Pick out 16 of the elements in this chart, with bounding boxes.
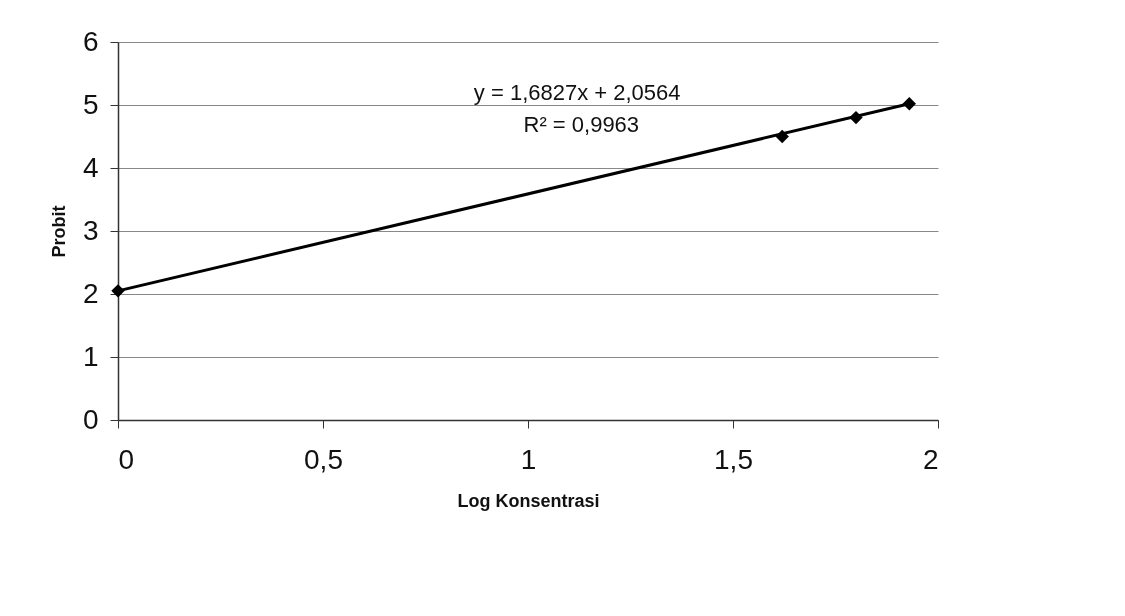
x-tick-label: 1,5: [714, 443, 753, 475]
y-tick-label: 6: [82, 25, 99, 57]
y-axis-title: Probit: [48, 205, 69, 258]
x-tick-label: 0: [118, 443, 135, 475]
y-tick-label: 3: [82, 214, 99, 246]
x-tick-label: 2: [922, 443, 939, 475]
annotation: R² = 0,9963: [523, 112, 640, 138]
y-tick-label: 5: [82, 88, 99, 120]
x-tick-label: 1: [520, 443, 537, 475]
annotation: y = 1,6827x + 2,0564: [473, 80, 681, 106]
y-tick-label: 2: [82, 277, 99, 309]
x-tick-label: 0,5: [304, 443, 343, 475]
y-tick-label: 4: [82, 151, 99, 183]
x-axis-title: Log Konsentrasi: [457, 490, 600, 511]
y-tick-label: 0: [82, 403, 99, 435]
y-tick-label: 1: [82, 340, 99, 372]
